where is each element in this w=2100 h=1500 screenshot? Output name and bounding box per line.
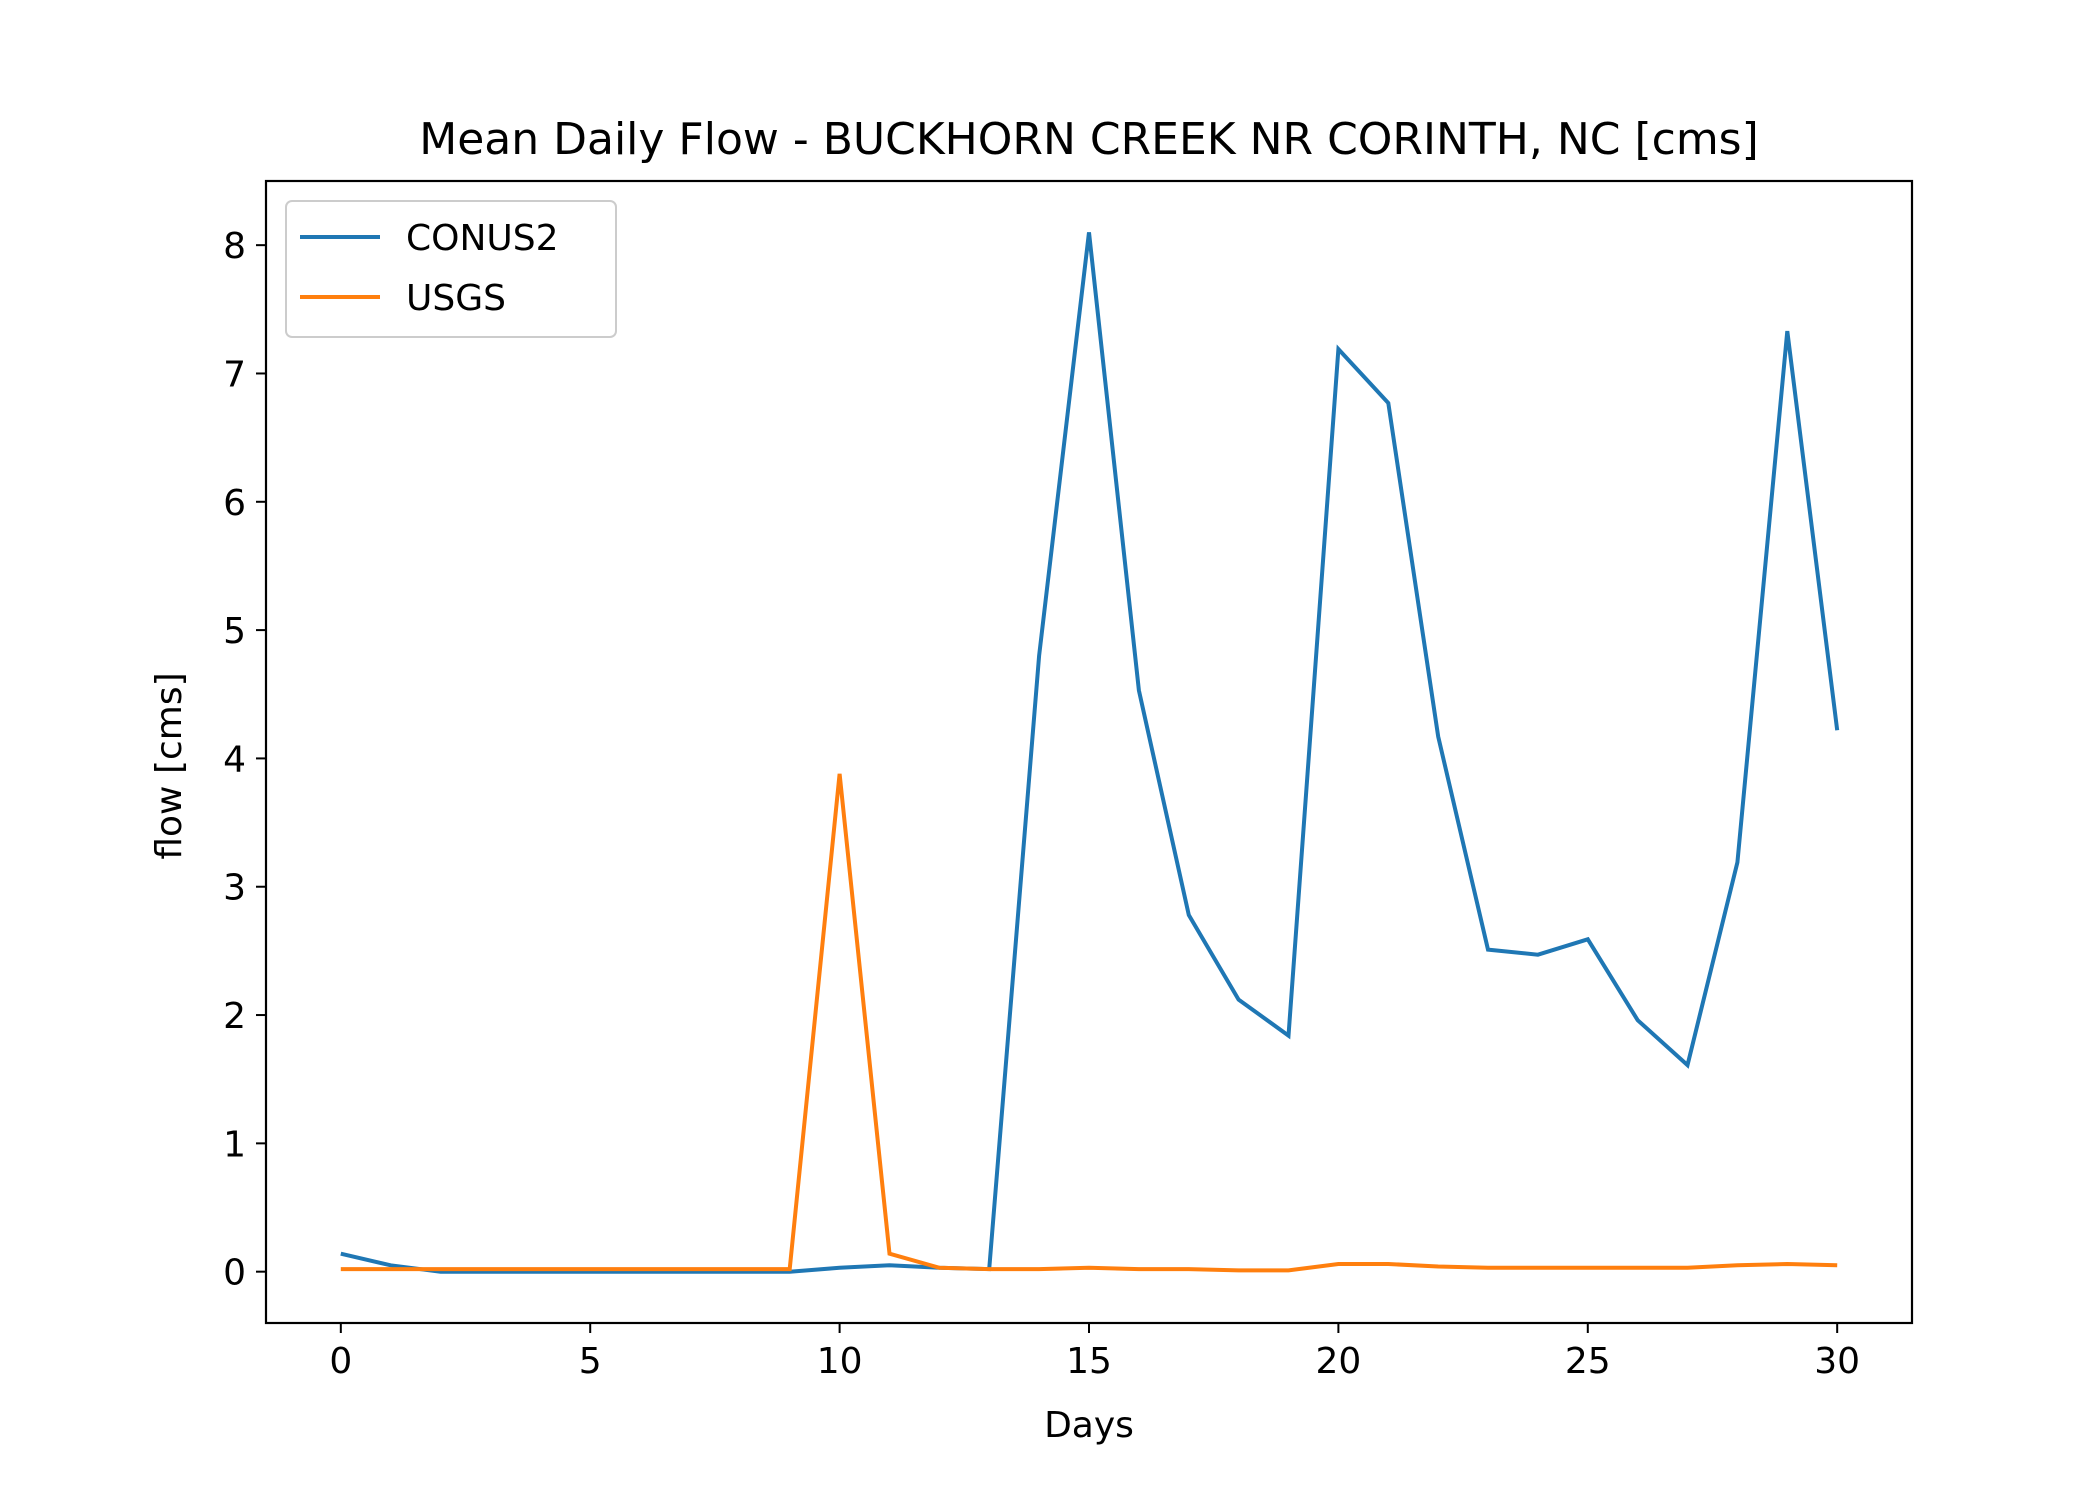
legend-label-usgs: USGS	[406, 278, 506, 319]
legend-label-conus2: CONUS2	[406, 218, 559, 259]
x-tick-label-20: 20	[1315, 1341, 1361, 1382]
y-tick-label-2: 2	[223, 996, 246, 1037]
series-line-usgs	[340, 773, 1838, 1273]
chart-title: Mean Daily Flow - BUCKHORN CREEK NR CORI…	[419, 114, 1759, 165]
x-tick-label-25: 25	[1565, 1341, 1611, 1382]
y-axis-label: flow [cms]	[149, 672, 190, 859]
y-tick-label-0: 0	[223, 1253, 246, 1294]
x-axis-label: Days	[1044, 1405, 1134, 1446]
x-tick-label-0: 0	[329, 1341, 352, 1382]
y-tick-label-5: 5	[223, 611, 246, 652]
y-tick-label-8: 8	[223, 226, 246, 267]
y-tick-label-7: 7	[223, 354, 246, 395]
series-line-conus2	[340, 232, 1840, 1274]
y-tick-label-6: 6	[223, 483, 246, 524]
x-tick-label-5: 5	[579, 1341, 602, 1382]
y-tick-label-4: 4	[223, 739, 246, 780]
y-tick-label-3: 3	[223, 868, 246, 909]
x-tick-label-15: 15	[1066, 1341, 1112, 1382]
x-tick-label-10: 10	[817, 1341, 863, 1382]
y-tick-label-1: 1	[223, 1124, 246, 1165]
x-tick-label-30: 30	[1814, 1341, 1860, 1382]
plot-area: 0 5 10 15 20 25 30 0 1 2 3 4 5 6 7 8 CONUS2 USGS	[223, 179, 1914, 1382]
